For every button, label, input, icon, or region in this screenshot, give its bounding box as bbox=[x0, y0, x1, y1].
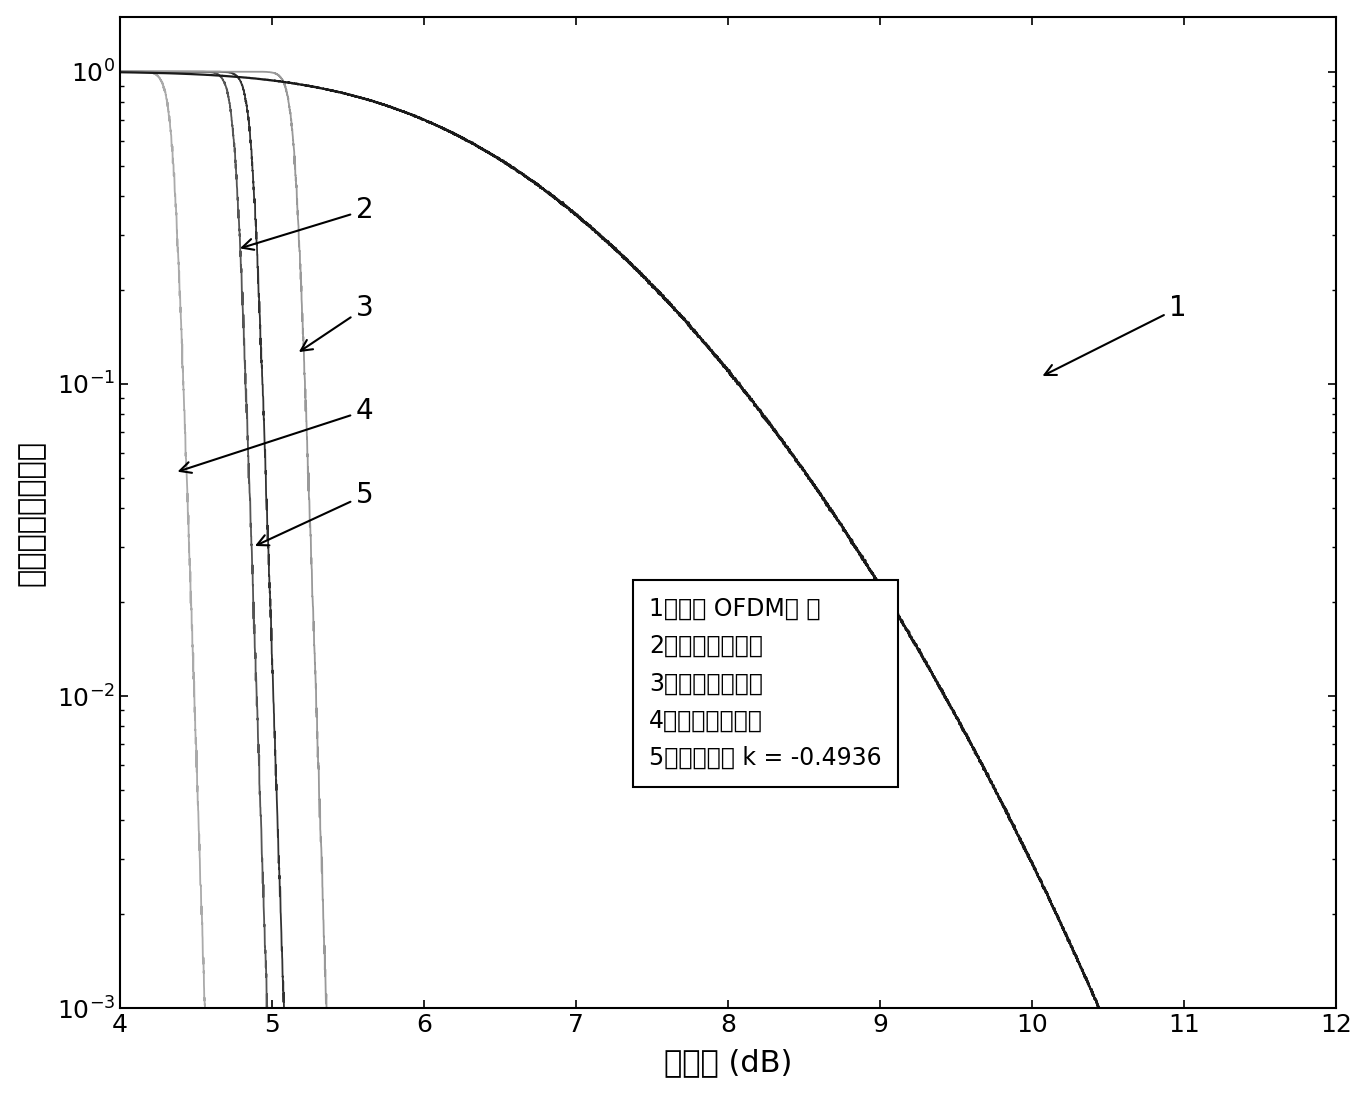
Text: 5: 5 bbox=[257, 481, 374, 546]
Text: 1、原始 OFDM信 号
2、指数压扩方法
3、梯形压扩方法
4、分段压扩方法
5、本发明： k = -0.4936: 1、原始 OFDM信 号 2、指数压扩方法 3、梯形压扩方法 4、分段压扩方法 … bbox=[649, 597, 882, 770]
Text: 3: 3 bbox=[301, 294, 374, 351]
X-axis label: 峰平比 (dB): 峰平比 (dB) bbox=[664, 1048, 793, 1078]
Y-axis label: 互补累积分布函数: 互补累积分布函数 bbox=[16, 440, 45, 585]
Text: 1: 1 bbox=[1045, 294, 1187, 375]
Text: 2: 2 bbox=[242, 196, 374, 249]
Text: 4: 4 bbox=[179, 397, 374, 473]
